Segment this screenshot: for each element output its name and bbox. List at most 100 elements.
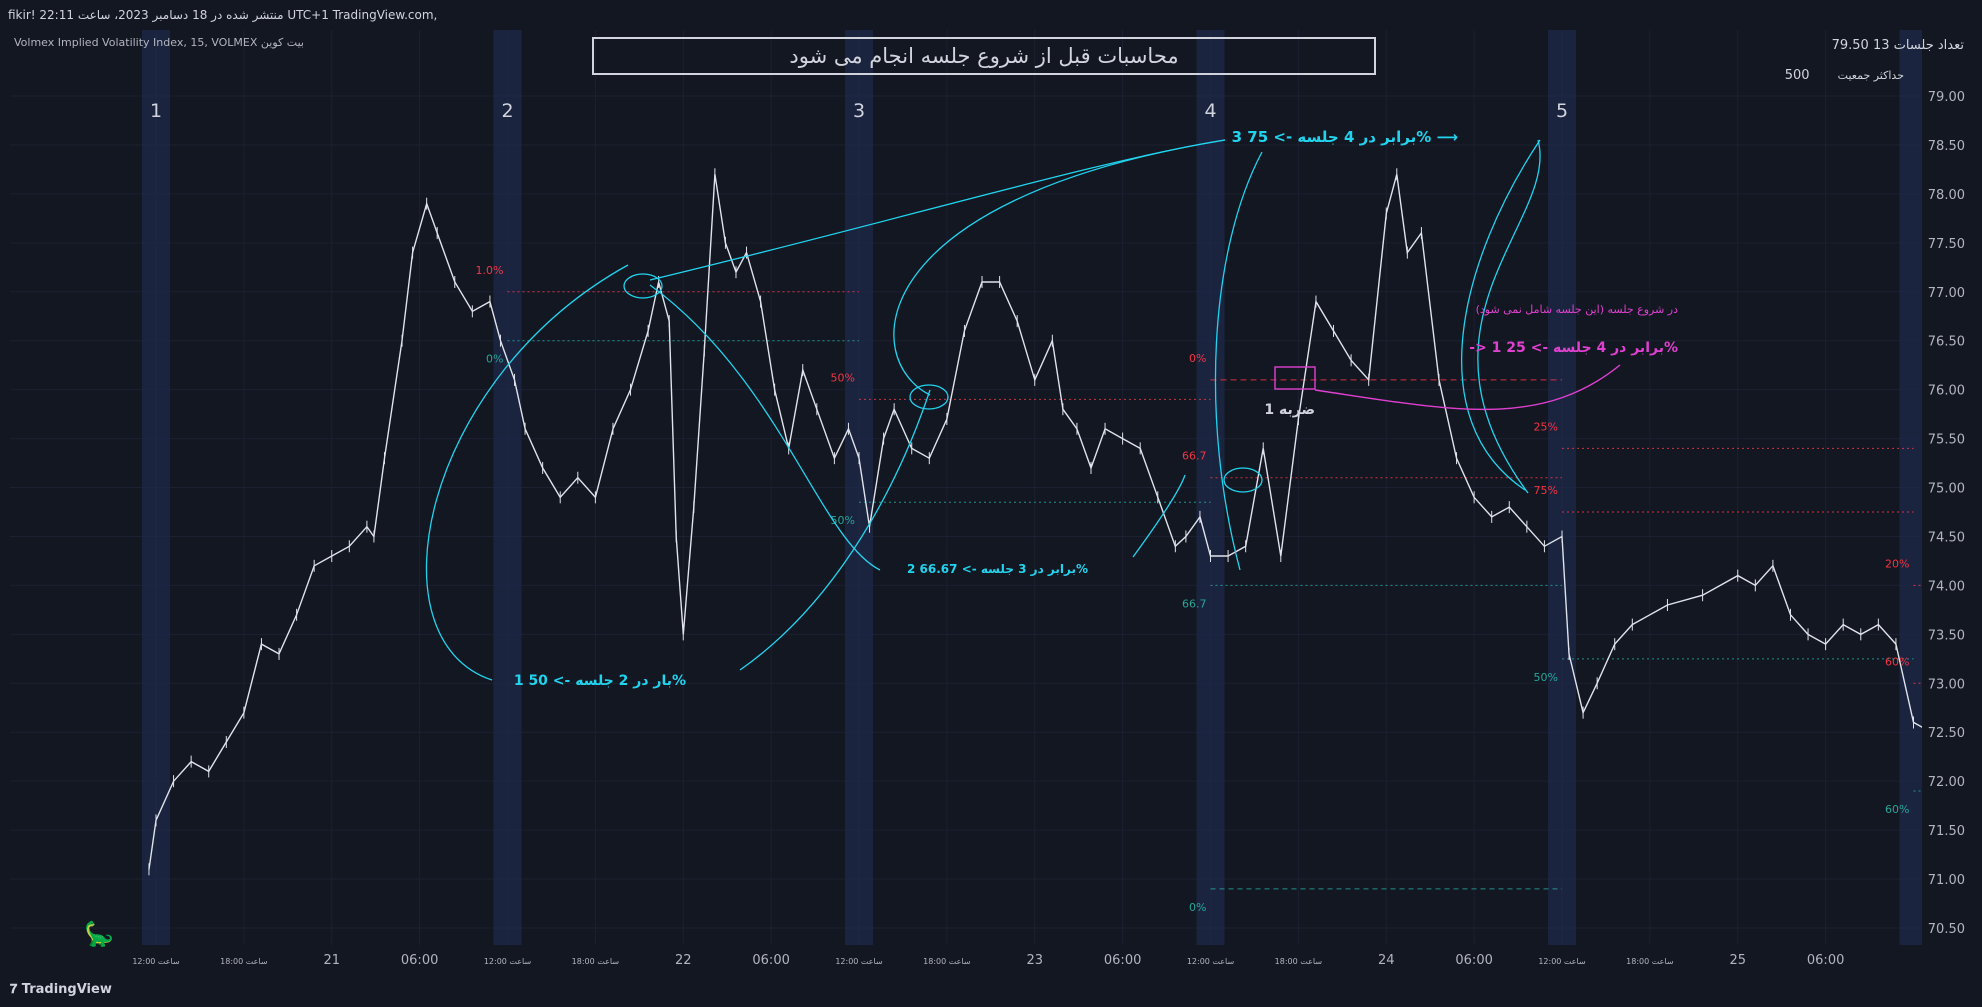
max-pop-value: 500 xyxy=(1784,68,1810,83)
y-tick-12: 73.00 xyxy=(1928,677,1965,692)
y-tick-13: 72.50 xyxy=(1928,726,1965,741)
y-tick-16: 71.00 xyxy=(1928,873,1965,888)
x-tick-3: 06:00 xyxy=(401,953,438,968)
x-tick-14: 24 xyxy=(1378,953,1395,968)
annotation-a2: 2 برابر در 3 جلسه -> 66.67% xyxy=(907,562,1088,576)
y-axis-bg xyxy=(1922,0,1982,945)
y-tick-17: 70.50 xyxy=(1928,922,1965,937)
curve-9 xyxy=(1477,139,1541,494)
x-axis[interactable]: ساعت 12:00 18:00 ساعت 21 06:00 ساعت 12:00 18:… xyxy=(132,953,1844,968)
level-label-0: 1.0% xyxy=(476,264,504,277)
level-label-5: 66.7 xyxy=(1182,450,1207,463)
y-axis[interactable]: 79.00 78.50 78.00 77.50 77.00 76.50 76.00 75.50… xyxy=(1922,0,1982,945)
max-pop-label: حداکثر جمعیت xyxy=(1837,69,1904,82)
x-tick-18: 25 xyxy=(1729,953,1746,968)
y-tick-9: 74.50 xyxy=(1928,530,1965,545)
y-tick-11: 73.50 xyxy=(1928,628,1965,643)
level-label-10: 50% xyxy=(1534,671,1558,684)
sessions-label: تعداد جلسات 13 79.50 xyxy=(1831,38,1964,53)
level-label-11: 20% xyxy=(1885,557,1909,570)
logo-icon: 𝟕 xyxy=(10,982,22,997)
level-label-6: 66.7 xyxy=(1182,597,1207,610)
x-tick-10: 23 xyxy=(1026,953,1043,968)
x-tick-12: ساعت 12:00 xyxy=(1187,957,1235,966)
x-tick-5: 18:00 ساعت xyxy=(572,957,620,966)
curve-1 xyxy=(425,264,629,681)
x-tick-17: 18:00 ساعت xyxy=(1626,957,1674,966)
session-band-0 xyxy=(142,30,170,945)
annotation-a3: 3 برابر در 4 جلسه -> 75% ⟶ xyxy=(1232,128,1458,146)
y-tick-4: 77.00 xyxy=(1928,286,1965,301)
hit-box xyxy=(1274,366,1316,390)
level-label-13: 60% xyxy=(1885,803,1909,816)
y-tick-1: 78.50 xyxy=(1928,139,1965,154)
x-tick-13: 18:00 ساعت xyxy=(1275,957,1323,966)
level-label-1: 0% xyxy=(486,353,503,366)
session-band-2 xyxy=(845,30,873,945)
title-box: محاسبات قبل از شروع جلسه انجام می شود xyxy=(592,37,1376,75)
annotation-a6: 1 ضربه xyxy=(1264,402,1315,418)
x-tick-7: 06:00 xyxy=(752,953,789,968)
x-tick-16: ساعت 12:00 xyxy=(1538,957,1586,966)
level-label-3: 50% xyxy=(831,514,855,527)
brand-label: TradingView xyxy=(21,982,112,997)
x-tick-1: 18:00 ساعت xyxy=(220,957,268,966)
level-lines: 1.0% 0% 50% 50% 0% 66.7 66.7 0% 25% 75% 50% 20% 60% 6… xyxy=(476,264,1949,914)
annotation-a1: 1 بار در 2 جلسه -> 50% xyxy=(514,673,686,689)
y-tick-5: 76.50 xyxy=(1928,335,1965,350)
grid-lines xyxy=(10,30,1922,945)
y-tick-8: 75.00 xyxy=(1928,482,1965,497)
curve-3 xyxy=(739,389,931,671)
circle-1 xyxy=(623,273,663,299)
x-tick-0: ساعت 12:00 xyxy=(132,957,180,966)
price-series xyxy=(148,168,1932,876)
session-label-1: 2 xyxy=(501,100,513,122)
x-tick-19: 06:00 xyxy=(1807,953,1844,968)
curve-8 xyxy=(1460,139,1541,491)
curve-6 xyxy=(1132,474,1186,558)
magenta-drawings xyxy=(1274,364,1621,411)
level-label-4: 0% xyxy=(1189,352,1206,365)
level-label-12: 60% xyxy=(1885,655,1909,668)
session-label-0: 1 xyxy=(150,100,162,122)
symbol-line[interactable]: Volmex Implied Volatility Index, 15, VOL… xyxy=(14,36,304,49)
header-bar: fikir! منتشر شده در 18 دسامبر 2023، ساعت… xyxy=(0,0,1982,49)
y-tick-10: 74.00 xyxy=(1928,579,1965,594)
annotation-a5: -> 1 برابر در 4 جلسه -> 25% xyxy=(1469,340,1678,356)
curve-7 xyxy=(1214,151,1263,571)
level-label-9: 75% xyxy=(1534,484,1558,497)
curve-2 xyxy=(649,284,881,571)
session-band-4 xyxy=(1548,30,1576,945)
info-panel: تعداد جلسات 13 79.50 500 حداکثر جمعیت xyxy=(1785,38,1964,98)
y-tick-14: 72.00 xyxy=(1928,775,1965,790)
curve-4 xyxy=(893,139,1226,396)
x-tick-6: 22 xyxy=(675,953,692,968)
session-label-3: 4 xyxy=(1204,100,1216,122)
curve-5 xyxy=(649,139,1226,281)
max-pop-row: 500 حداکثر جمعیت xyxy=(1785,68,1964,98)
dino-icon[interactable]: 🦕 xyxy=(84,920,114,948)
y-tick-7: 75.50 xyxy=(1928,433,1965,448)
session-label-4: 5 xyxy=(1556,100,1568,122)
session-label-2: 3 xyxy=(853,100,865,122)
annotation-drawings xyxy=(425,139,1541,681)
level-label-7: 0% xyxy=(1189,901,1206,914)
y-tick-2: 78.00 xyxy=(1928,188,1965,203)
tradingview-logo[interactable]: 𝟕 TradingView xyxy=(10,982,112,997)
level-label-8: 25% xyxy=(1534,420,1558,433)
series-line-0 xyxy=(148,174,1932,870)
circle-2 xyxy=(909,384,949,410)
x-tick-2: 21 xyxy=(323,953,340,968)
annotation-a4: در شروع جلسه (این جلسه شامل نمی شود) xyxy=(1476,303,1679,316)
y-tick-3: 77.50 xyxy=(1928,237,1965,252)
curve-magenta xyxy=(1314,364,1621,411)
x-tick-9: 18:00 ساعت xyxy=(923,957,971,966)
session-band-3 xyxy=(1196,30,1225,945)
x-tick-11: 06:00 xyxy=(1104,953,1141,968)
x-tick-15: 06:00 xyxy=(1455,953,1492,968)
level-label-2: 50% xyxy=(831,371,855,384)
x-tick-4: ساعت 12:00 xyxy=(484,957,532,966)
circle-3 xyxy=(1223,467,1263,493)
y-tick-6: 76.00 xyxy=(1928,384,1965,399)
